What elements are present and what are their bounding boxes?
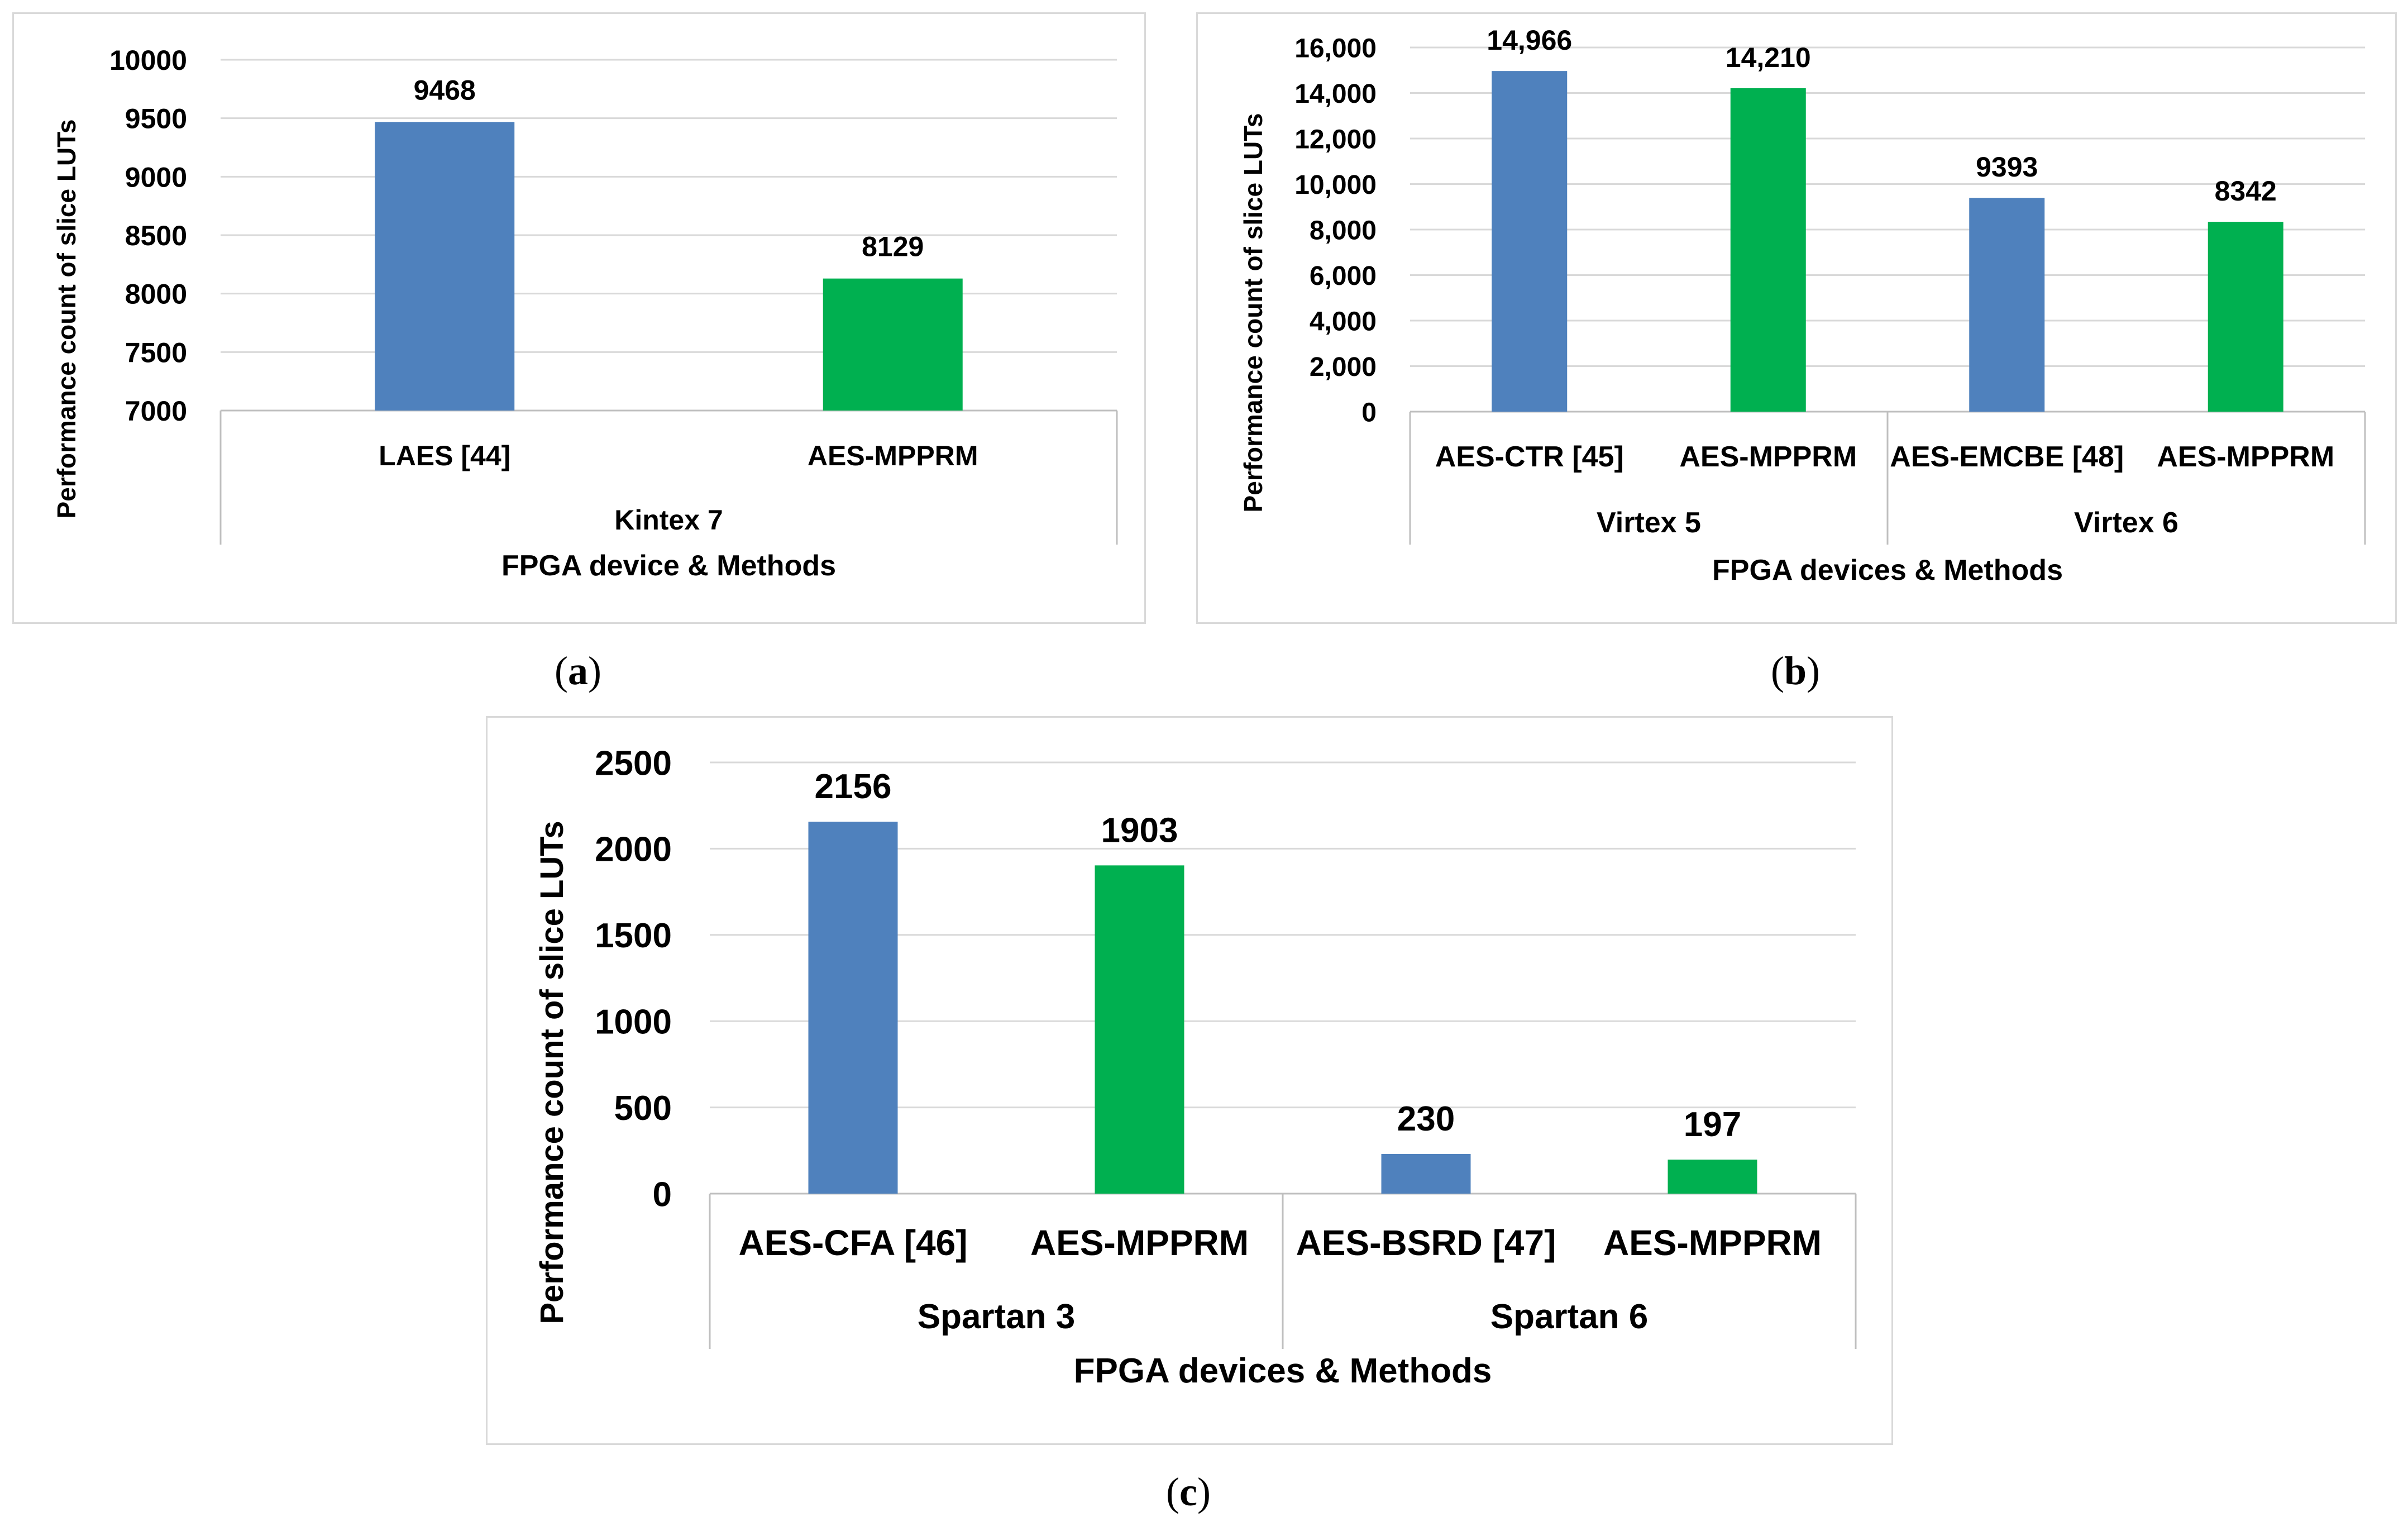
x-group-label: Virtex 6	[2074, 507, 2178, 539]
bar-chart-c: 0 500 1000 1500 2000 2500 2156 AES-CFA [46] 1903…	[534, 744, 1857, 1390]
bar-aes-bsrd-47	[1381, 1153, 1471, 1194]
y-tick-label: 2500	[595, 744, 672, 783]
x-category-label: AES-CFA [46]	[738, 1223, 967, 1263]
y-tick-label: 8500	[125, 220, 187, 251]
bar-aes-mpprm	[2208, 222, 2283, 412]
y-tick-label: 14,000	[1294, 79, 1377, 109]
x-category-label: AES-MPPRM	[808, 440, 978, 471]
x-category-label: AES-MPPRM	[1679, 441, 1857, 473]
x-group-label: Kintex 7	[614, 504, 723, 536]
y-tick-label: 10,000	[1294, 170, 1377, 200]
x-axis-title: FPGA device & Methods	[501, 550, 836, 582]
bar-aes-emcbe-48	[1969, 198, 2045, 412]
bar-chart-a: 7000 7500 8000 8500 9000 9500 10000 9468 LAES [4…	[52, 45, 1118, 582]
caption-a: (a)	[555, 648, 601, 693]
caption-b: (b)	[1770, 648, 1821, 693]
bar-aes-mpprm	[823, 278, 963, 411]
x-category-label: AES-MPPRM	[2157, 441, 2334, 473]
bar-value-label: 9468	[414, 74, 476, 106]
x-category-label: LAES [44]	[379, 440, 510, 471]
x-category-label: AES-BSRD [47]	[1296, 1223, 1556, 1263]
y-tick-label: 7000	[125, 395, 187, 427]
bar-laes-44	[375, 122, 515, 411]
y-tick-label: 12,000	[1294, 125, 1377, 154]
bar-aes-mpprm	[1730, 88, 1806, 412]
y-tick-label: 1500	[595, 917, 672, 955]
x-group-label: Spartan 3	[918, 1298, 1076, 1336]
x-category-label: AES-CTR [45]	[1435, 441, 1624, 473]
y-tick-label: 2000	[595, 831, 672, 869]
y-tick-label: 9000	[125, 161, 187, 193]
y-tick-label: 0	[653, 1175, 672, 1214]
y-axis-title: Performance count of slice LUTs	[52, 120, 81, 519]
bar-value-label: 9393	[1976, 151, 2038, 183]
y-axis-title: Performance count of slice LUTs	[1239, 113, 1268, 513]
x-group-label: Spartan 6	[1490, 1298, 1649, 1336]
y-tick-label: 4,000	[1310, 307, 1377, 336]
x-category-label: AES-EMCBE [48]	[1890, 441, 2124, 473]
bar-value-label: 1903	[1101, 811, 1178, 850]
bar-aes-ctr-45	[1492, 71, 1568, 412]
chart-panel-a: 7000 7500 8000 8500 9000 9500 10000 9468 LAES [4…	[12, 12, 1146, 624]
bar-value-label: 14,966	[1487, 25, 1572, 56]
x-category-label: AES-MPPRM	[1030, 1223, 1249, 1263]
chart-panel-c: 0 500 1000 1500 2000 2500 2156 AES-CFA [46] 1903…	[486, 716, 1893, 1445]
y-tick-label: 8000	[125, 279, 187, 310]
bar-value-label: 8129	[862, 231, 924, 263]
bar-value-label: 230	[1397, 1100, 1455, 1138]
y-axis-title: Performance count of slice LUTs	[534, 821, 570, 1324]
bar-chart-b: 0 2,000 4,000 6,000 8,000 10,000 12,000 14,000 1…	[1239, 25, 2366, 586]
caption-c: (c)	[1166, 1470, 1211, 1514]
y-tick-label: 8,000	[1310, 216, 1377, 245]
y-tick-label: 7500	[125, 337, 187, 368]
x-group-label: Virtex 5	[1597, 507, 1701, 539]
bar-aes-cfa-46	[808, 822, 898, 1194]
chart-panel-b: 0 2,000 4,000 6,000 8,000 10,000 12,000 14,000 1…	[1196, 12, 2397, 624]
y-tick-label: 10000	[109, 45, 187, 76]
bar-value-label: 197	[1684, 1105, 1741, 1144]
bar-aes-mpprm	[1668, 1160, 1757, 1194]
bar-value-label: 14,210	[1726, 42, 1811, 73]
y-tick-label: 500	[614, 1089, 672, 1128]
y-tick-label: 0	[1361, 398, 1377, 427]
x-axis-title: FPGA devices & Methods	[1712, 554, 2063, 586]
bar-value-label: 8342	[2215, 175, 2277, 207]
y-tick-label: 16,000	[1294, 34, 1377, 63]
y-tick-label: 6,000	[1310, 261, 1377, 291]
y-tick-label: 9500	[125, 103, 187, 135]
bar-aes-mpprm	[1095, 865, 1184, 1194]
x-axis-title: FPGA devices & Methods	[1074, 1352, 1492, 1390]
bar-value-label: 2156	[815, 767, 892, 806]
y-tick-label: 2,000	[1310, 352, 1377, 382]
y-tick-label: 1000	[595, 1003, 672, 1042]
x-category-label: AES-MPPRM	[1603, 1223, 1822, 1263]
